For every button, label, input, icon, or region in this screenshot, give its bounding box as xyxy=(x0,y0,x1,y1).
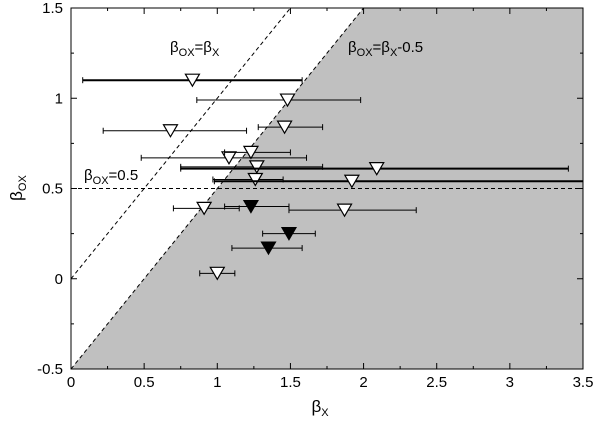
point-marker-open xyxy=(220,151,238,166)
point-marker-open xyxy=(196,201,213,216)
point-marker-filled xyxy=(260,241,277,256)
point-marker-open xyxy=(247,172,264,187)
line-annotations: βOX=βX βOX=βX-0.5 βOX=0.5 xyxy=(84,39,423,187)
point-marker-open xyxy=(162,124,179,138)
point-marker-filled xyxy=(280,227,298,241)
point-marker-open xyxy=(209,266,226,281)
reference-line-1 xyxy=(71,8,291,280)
axis-ticks: 0 0.5 1 1.5 2 2.5 3 3.5-0.500.511.5 xyxy=(37,0,593,391)
y-tick-label: 1.5 xyxy=(42,0,63,17)
point-marker-open xyxy=(184,73,201,88)
point-marker-open xyxy=(368,162,385,176)
annotation-3: βOX=0.5 xyxy=(84,167,138,187)
x-tick-label: 3.5 xyxy=(573,374,594,391)
x-axis-title: βX xyxy=(311,397,329,419)
y-axis-title: βOX xyxy=(7,175,29,201)
y-axis-title-sub: OX xyxy=(17,175,29,192)
x-tick-label: 2 xyxy=(359,374,367,391)
x-tick-label: 1 xyxy=(213,374,221,391)
annotation-1: βOX=βX xyxy=(170,39,220,59)
x-tick-label: 1.5 xyxy=(280,374,301,391)
point-marker-open xyxy=(343,174,360,189)
point-marker-open xyxy=(279,93,296,108)
annotation-2: βOX=βX-0.5 xyxy=(348,39,423,59)
y-tick-label: 0 xyxy=(55,271,63,288)
point-marker-open xyxy=(248,160,265,175)
y-tick-label: -0.5 xyxy=(37,361,63,378)
y-tick-label: 0.5 xyxy=(42,181,63,198)
x-tick-label: 0.5 xyxy=(134,374,155,391)
x-axis-title-sub: X xyxy=(321,407,329,419)
x-tick-label: 0 xyxy=(67,374,75,391)
x-tick-label: 2.5 xyxy=(426,374,447,391)
point-marker-open xyxy=(276,120,293,135)
y-tick-label: 1 xyxy=(55,90,63,107)
reference-line-2 xyxy=(71,8,364,369)
point-marker-open xyxy=(242,145,259,160)
point-marker-filled xyxy=(242,199,259,214)
x-tick-label: 3 xyxy=(506,374,514,391)
plot-area xyxy=(71,8,583,369)
point-marker-open xyxy=(336,203,353,218)
